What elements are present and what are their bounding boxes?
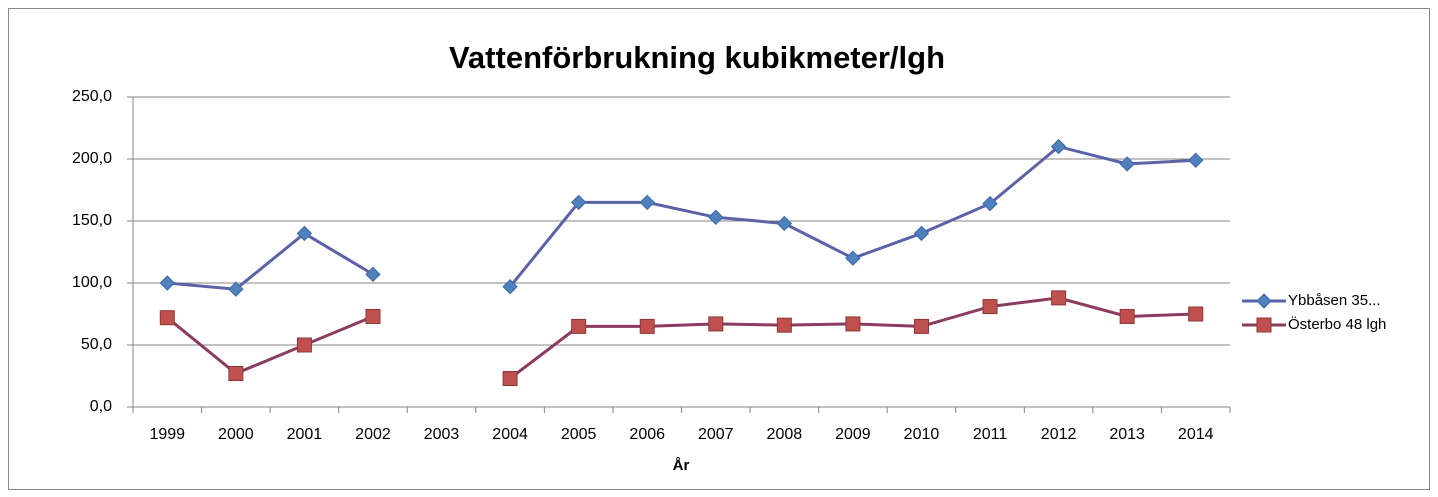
data-point xyxy=(982,195,998,212)
data-point xyxy=(708,209,724,225)
x-tick-label: 2004 xyxy=(492,426,528,443)
x-tick-label: 2014 xyxy=(1178,426,1214,443)
data-point xyxy=(776,317,792,333)
x-tick-label: 2008 xyxy=(767,426,803,443)
data-point xyxy=(570,194,587,211)
x-tick-label: 2000 xyxy=(218,426,254,443)
x-tick-label: 2006 xyxy=(629,426,665,443)
data-point xyxy=(708,316,724,332)
data-point xyxy=(639,318,655,334)
data-point xyxy=(1188,306,1204,322)
data-point xyxy=(571,318,587,334)
data-point xyxy=(228,366,244,382)
legend-marker xyxy=(1256,293,1272,309)
data-point xyxy=(1188,152,1204,168)
x-tick-label: 2007 xyxy=(698,426,734,443)
series-line xyxy=(166,315,374,376)
y-tick-label: 200,0 xyxy=(72,150,112,167)
x-tick-label: 2002 xyxy=(355,426,391,443)
x-tick-label: 2012 xyxy=(1041,426,1077,443)
series-line xyxy=(167,231,374,291)
data-point xyxy=(502,370,518,386)
y-tick-label: 100,0 xyxy=(72,274,112,291)
x-tick-label: 1999 xyxy=(149,426,185,443)
y-tick-label: 150,0 xyxy=(72,212,112,229)
data-point xyxy=(228,281,244,297)
data-point xyxy=(845,316,861,332)
y-tick-label: 0,0 xyxy=(90,398,112,415)
data-point xyxy=(1119,308,1135,324)
x-tick-label: 2005 xyxy=(561,426,597,443)
legend-marker xyxy=(1256,317,1272,333)
data-point xyxy=(502,279,518,295)
data-point xyxy=(639,194,655,211)
y-tick-label: 250,0 xyxy=(72,88,112,105)
y-tick-label: 50,0 xyxy=(81,336,112,353)
data-point xyxy=(845,250,861,266)
x-tick-label: 2010 xyxy=(904,426,940,443)
x-tick-label: 2003 xyxy=(424,426,460,443)
legend-label: Ybbåsen 35... xyxy=(1288,292,1381,309)
data-point xyxy=(1051,290,1067,306)
data-point xyxy=(296,337,312,353)
data-point xyxy=(1119,156,1135,172)
data-point xyxy=(296,225,313,242)
chart-border xyxy=(8,8,1430,490)
chart-title: Vattenförbrukning kubikmeter/lgh xyxy=(449,40,945,75)
data-point xyxy=(776,215,793,232)
x-tick-label: 2011 xyxy=(973,426,1008,443)
x-tick-label: 2013 xyxy=(1109,426,1145,443)
x-tick-label: 2009 xyxy=(835,426,871,443)
data-point xyxy=(365,266,381,283)
data-point xyxy=(913,225,930,242)
data-point xyxy=(982,299,998,315)
x-tick-label: 2001 xyxy=(287,426,323,443)
data-point xyxy=(913,318,929,334)
legend-label: Österbo 48 lgh xyxy=(1288,315,1386,333)
data-point xyxy=(159,310,175,326)
x-axis-label: År xyxy=(673,457,690,474)
data-point xyxy=(159,275,175,291)
data-point xyxy=(1050,138,1067,155)
data-point xyxy=(365,308,381,324)
